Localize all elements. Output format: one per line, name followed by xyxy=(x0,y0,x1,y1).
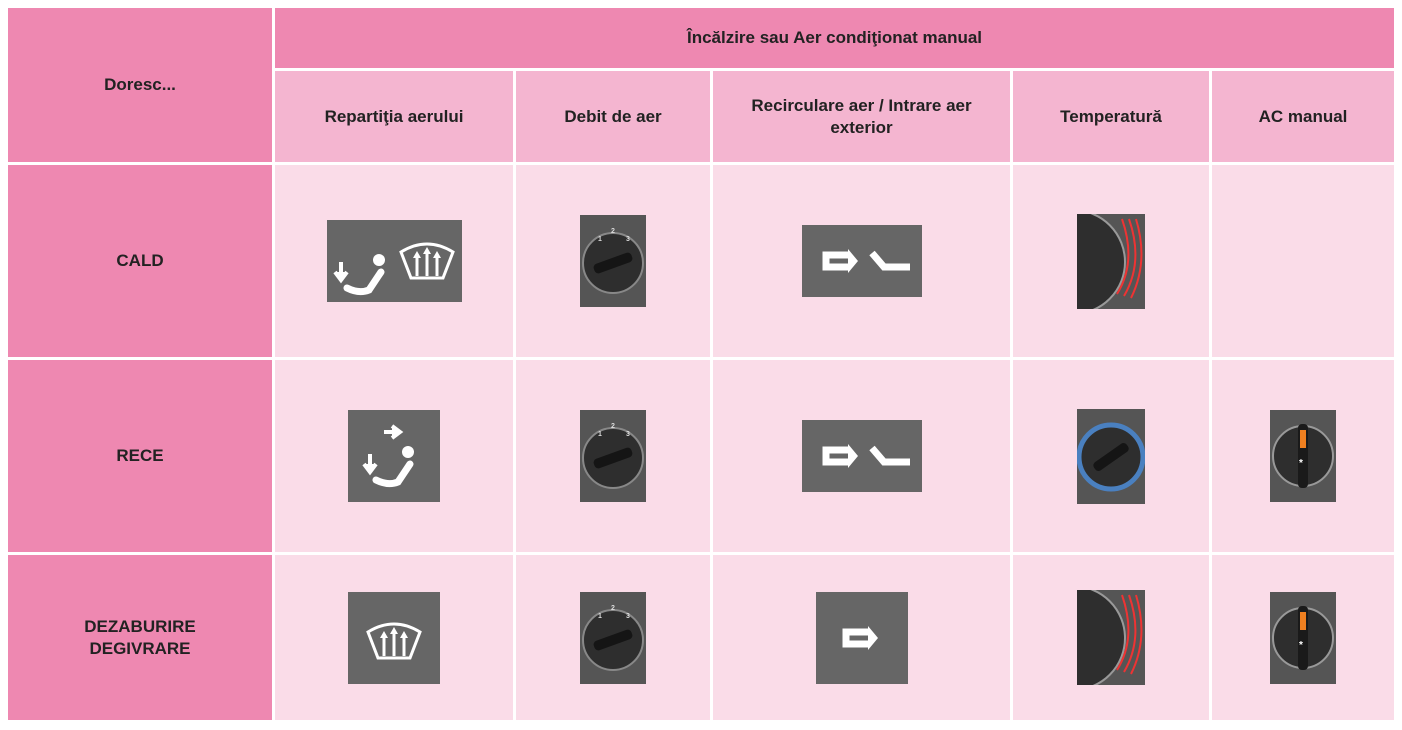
label-line: DEGIVRARE xyxy=(89,638,191,658)
cell xyxy=(1013,360,1209,552)
icon xyxy=(580,591,646,684)
column-header: Repartiţia aerului xyxy=(275,71,513,162)
icon xyxy=(348,591,440,684)
icon xyxy=(1077,408,1145,504)
icon xyxy=(801,420,922,492)
row-label: CALD xyxy=(8,165,272,357)
label-line: CALD xyxy=(116,251,164,270)
label-line: DEZABURIRE xyxy=(84,616,196,636)
table: Doresc... Încălzire sau Aer condiţionat … xyxy=(8,8,1394,720)
icon xyxy=(801,225,922,297)
cell xyxy=(275,165,513,357)
cell xyxy=(275,555,513,720)
column-header: Recirculare aer / Intrare aer exterior xyxy=(713,71,1010,162)
icon xyxy=(580,215,646,307)
cell xyxy=(1013,165,1209,357)
cell xyxy=(516,555,710,720)
icon xyxy=(1077,213,1145,309)
row-label: DEZABURIRE DEGIVRARE xyxy=(8,555,272,720)
cell xyxy=(516,165,710,357)
cell xyxy=(1013,555,1209,720)
column-header: Temperatură xyxy=(1013,71,1209,162)
icon xyxy=(580,410,646,502)
cell xyxy=(516,360,710,552)
cell xyxy=(713,165,1010,357)
icon xyxy=(1270,410,1336,502)
icon xyxy=(1077,590,1145,685)
icon xyxy=(348,410,440,502)
cell xyxy=(713,360,1010,552)
cell xyxy=(1212,165,1394,357)
icon xyxy=(326,220,462,302)
icon xyxy=(815,591,908,684)
column-header: Debit de aer xyxy=(516,71,710,162)
cell xyxy=(1212,360,1394,552)
column-header: AC manual xyxy=(1212,71,1394,162)
cell xyxy=(713,555,1010,720)
icon xyxy=(1270,591,1336,684)
row-label: RECE xyxy=(8,360,272,552)
corner-header: Doresc... xyxy=(8,8,272,162)
label-line: RECE xyxy=(116,446,164,465)
cell xyxy=(1212,555,1394,720)
group-header: Încălzire sau Aer condiţionat manual xyxy=(275,8,1394,68)
cell xyxy=(275,360,513,552)
